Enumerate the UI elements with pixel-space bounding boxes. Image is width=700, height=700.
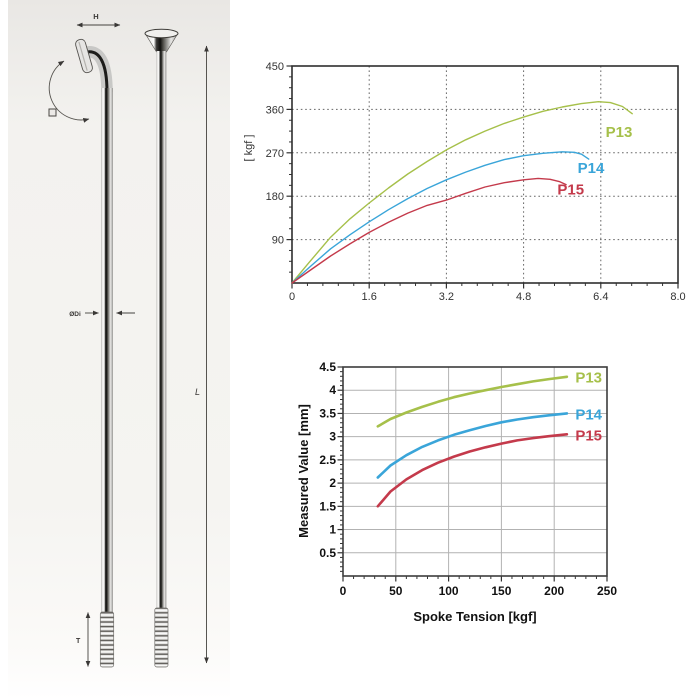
y-axis-label: [ kgf ] xyxy=(243,135,255,162)
straight-spoke xyxy=(144,28,179,668)
x-tick-label: 100 xyxy=(439,584,459,598)
x-tick-label: 150 xyxy=(491,584,511,598)
x-tick-label: 1.6 xyxy=(362,291,377,303)
y-tick-label: 3 xyxy=(329,430,336,444)
series-label-P13: P13 xyxy=(606,124,633,141)
angle-arc xyxy=(48,60,90,123)
y-tick-label: 3.5 xyxy=(319,406,336,420)
thread-dimension-label: T xyxy=(76,638,81,645)
jbend-threads xyxy=(99,611,115,668)
y-tick-label: 270 xyxy=(266,148,284,160)
curve-P15 xyxy=(376,433,569,508)
series-label-P14: P14 xyxy=(575,406,602,423)
x-tick-label: 4.8 xyxy=(516,291,531,303)
x-tick-label: 200 xyxy=(544,584,564,598)
x-tick-label: 0 xyxy=(289,291,295,303)
y-tick-label: 450 xyxy=(266,61,284,73)
series-label-P15: P15 xyxy=(557,181,584,198)
diameter-dimension-label: ØDi xyxy=(69,311,81,318)
tension-curve-chart: 0 1.6 3.2 4.8 6.4 8.0 90 180 270 360 450 [ kgf ] P13… xyxy=(243,61,686,303)
series-label-P13: P13 xyxy=(575,370,602,387)
angle-symbol-box-icon xyxy=(48,108,57,117)
y-tick-label: 360 xyxy=(266,104,284,116)
plot-border xyxy=(291,65,679,284)
curve-P14 xyxy=(291,151,590,284)
y-tick-label: 2.5 xyxy=(319,453,336,467)
plot-border xyxy=(342,366,608,577)
x-tick-label: 8.0 xyxy=(670,291,685,303)
straight-threads xyxy=(154,607,169,668)
straight-shaft xyxy=(156,51,167,608)
y-tick-label: 90 xyxy=(272,235,284,247)
spoke-diagram-panel xyxy=(8,0,230,700)
y-axis-label: Measured Value [mm] xyxy=(296,404,311,538)
jbend-spoke xyxy=(75,38,115,668)
y-tick-label: 0.5 xyxy=(319,546,336,560)
series-label-P15: P15 xyxy=(575,428,602,445)
curve-P13 xyxy=(291,101,633,284)
y-tick-label: 4 xyxy=(329,383,336,397)
spoke-diagram: H ØDi L T xyxy=(48,12,209,668)
x-axis-label: Spoke Tension [kgf] xyxy=(413,609,536,624)
curve-P13 xyxy=(376,375,569,428)
curve-P14 xyxy=(376,412,569,479)
y-tick-label: 4.5 xyxy=(319,360,336,374)
x-tick-label: 6.4 xyxy=(593,291,608,303)
y-tick-label: 1 xyxy=(329,523,336,537)
length-dimension-label: L xyxy=(195,387,200,397)
y-tick-label: 2 xyxy=(329,476,336,490)
h-dimension-label: H xyxy=(93,12,98,21)
y-tick-label: 180 xyxy=(266,191,284,203)
curve-P15 xyxy=(291,177,567,284)
jbend-elbow-core xyxy=(86,50,109,93)
measured-value-chart: 0 50 100 150 200 250 0.5 1 1.5 2 2.5 3 3.5 4 4.5 Measur… xyxy=(296,360,617,624)
x-tick-label: 50 xyxy=(389,584,403,598)
x-tick-label: 3.2 xyxy=(439,291,454,303)
x-tick-label: 0 xyxy=(340,584,347,598)
x-tick-label: 250 xyxy=(597,584,617,598)
jbend-shaft xyxy=(101,88,113,612)
y-tick-label: 1.5 xyxy=(319,499,336,513)
series-label-P14: P14 xyxy=(578,160,605,177)
straight-head-top xyxy=(144,28,179,39)
